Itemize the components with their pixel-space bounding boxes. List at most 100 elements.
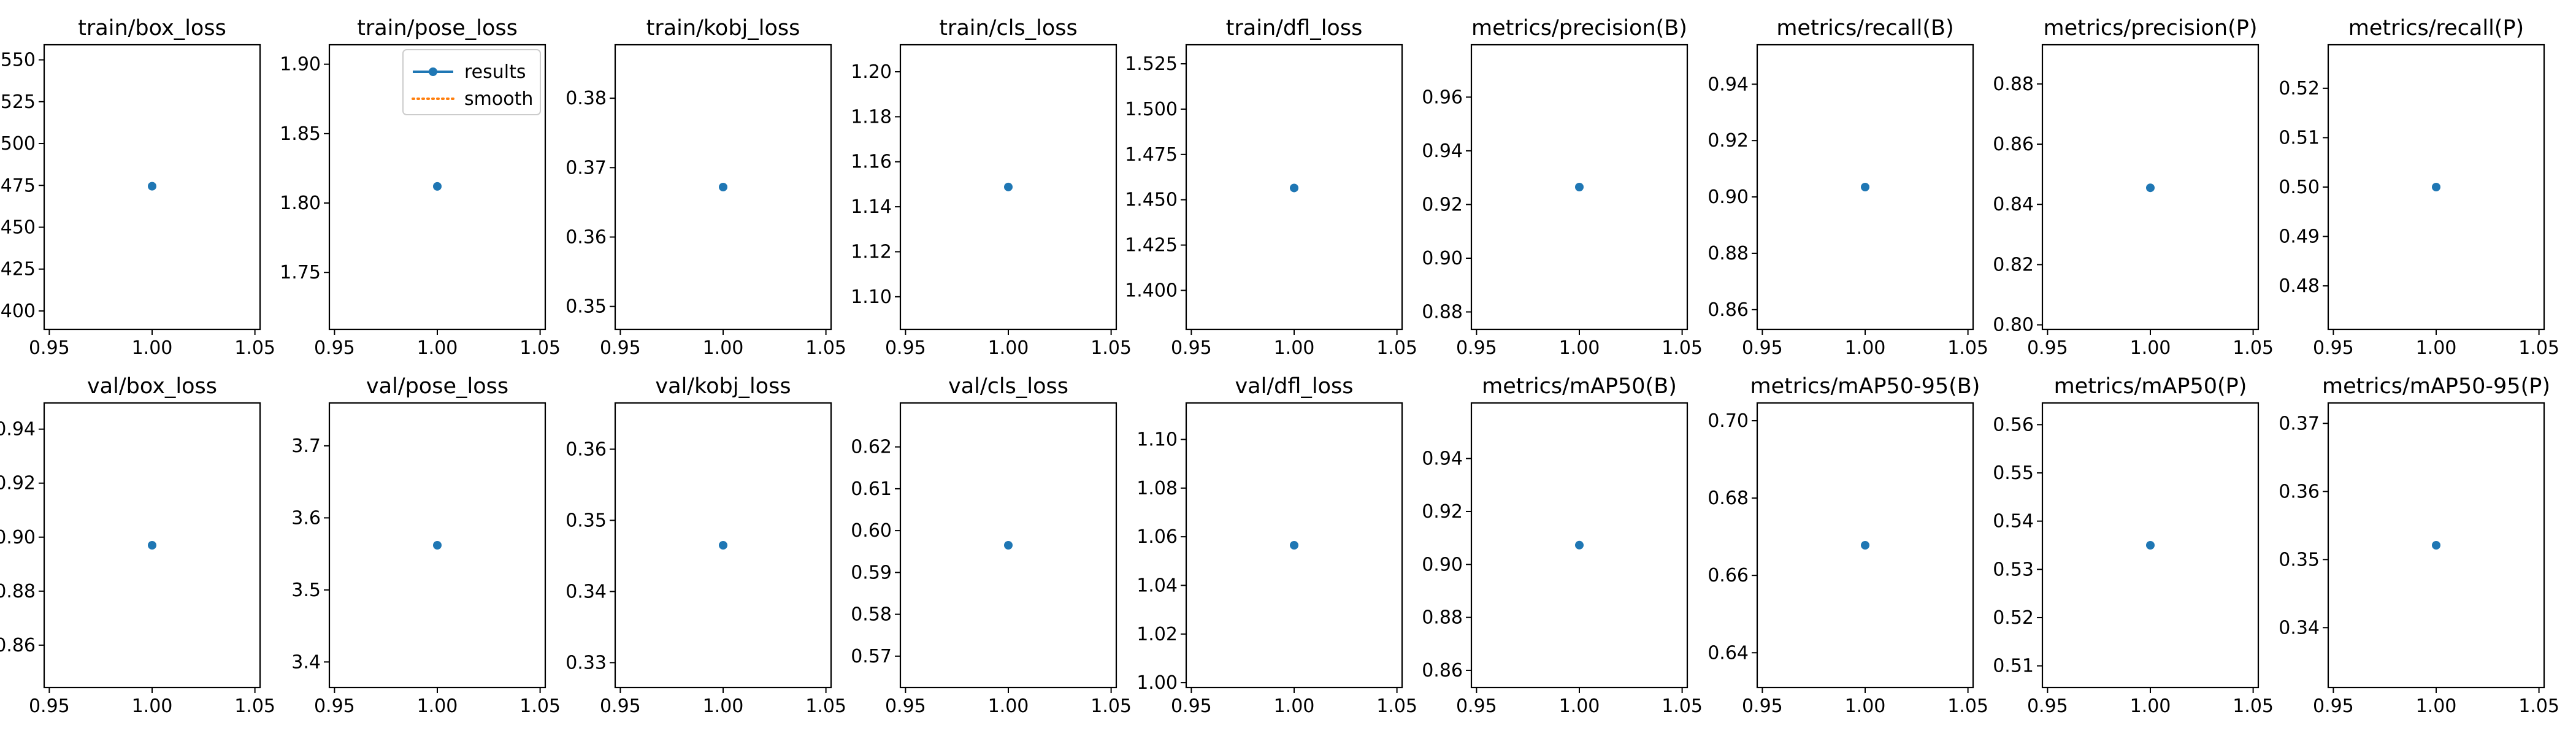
x-tick-label: 1.00	[703, 337, 744, 359]
y-tick-label: 0.52	[1993, 607, 2034, 629]
data-point-results	[1575, 183, 1584, 191]
x-tick-label: 1.00	[988, 337, 1029, 359]
x-tick-label: 0.95	[1456, 337, 1497, 359]
x-tick-label: 0.95	[885, 696, 926, 717]
x-tick-label: 1.05	[519, 337, 561, 359]
subplot-metrics-recall-p: metrics/recall(P) 0.95 1.00 1.05 0.48 0.49 0.5…	[2279, 16, 2559, 359]
x-tick-label: 0.95	[314, 337, 355, 359]
x-tick-label: 1.00	[2416, 337, 2457, 359]
subplot-metrics-map50-p: metrics/mAP50(P) 0.95 1.00 1.05 0.51 0.52 0.53…	[1993, 374, 2274, 717]
x-tick-label: 0.95	[2313, 696, 2354, 717]
x-tick-label: 1.05	[1091, 337, 1132, 359]
y-tick-label: 0.84	[1993, 194, 2034, 215]
x-tick-label: 1.00	[2130, 696, 2171, 717]
data-point-results	[1290, 541, 1298, 550]
y-tick-label: 0.57	[851, 646, 892, 667]
subplot-title: metrics/mAP50(P)	[2054, 374, 2247, 399]
y-tick-label: 0.48	[2279, 275, 2320, 297]
y-tick-label: 0.50	[2279, 177, 2320, 198]
y-tick-label: 1.475	[1125, 144, 1178, 166]
y-tick-label: 1.75	[280, 262, 321, 283]
x-tick-label: 1.05	[519, 696, 561, 717]
y-tick-label: 0.34	[565, 581, 607, 602]
y-tick-label: 0.90	[1422, 554, 1463, 575]
y-tick-label: 0.68	[1708, 488, 1749, 509]
y-tick-label: 0.80	[1993, 315, 2034, 336]
data-point-results	[148, 541, 156, 550]
y-tick-label: 0.53	[1993, 559, 2034, 580]
subplot-title: val/pose_loss	[366, 374, 508, 399]
data-point-results	[433, 182, 442, 191]
subplot-title: metrics/mAP50-95(B)	[1750, 374, 1980, 399]
data-point-results	[1575, 540, 1584, 550]
x-tick-label: 1.05	[1947, 696, 1988, 717]
x-tick-label: 1.00	[988, 696, 1029, 717]
x-tick-label: 1.05	[1947, 337, 1988, 359]
x-tick-label: 1.00	[417, 337, 458, 359]
legend-label-smooth: smooth	[464, 88, 533, 110]
x-tick-label: 0.95	[1742, 696, 1783, 717]
y-tick-label: 1.500	[0, 133, 36, 155]
subplot-metrics-precision-b: metrics/precision(B) 0.95 1.00 1.05 0.88 0.90…	[1422, 16, 1703, 359]
x-tick-label: 0.95	[29, 696, 70, 717]
y-tick-label: 0.90	[0, 527, 36, 548]
y-tick-label: 0.64	[1708, 642, 1749, 664]
x-tick-label: 1.05	[2233, 696, 2274, 717]
x-tick-label: 1.05	[234, 337, 275, 359]
x-tick-label: 1.00	[1845, 337, 1886, 359]
x-tick-label: 1.05	[2518, 696, 2559, 717]
x-tick-label: 1.00	[2130, 337, 2171, 359]
data-point-results	[1861, 183, 1869, 191]
y-tick-label: 0.37	[565, 157, 607, 178]
subplot-val-cls-loss: val/cls_loss 0.95 1.00 1.05 0.57 0.58 0.59 0.60…	[851, 374, 1132, 717]
x-tick-label: 0.95	[1742, 337, 1783, 359]
x-tick-label: 1.05	[2233, 337, 2274, 359]
y-tick-label: 0.35	[2279, 549, 2320, 570]
subplot-train-kobj-loss: train/kobj_loss 0.95 1.00 1.05 0.35 0.36 0.37 0…	[565, 16, 846, 359]
y-tick-label: 1.00	[1137, 672, 1178, 694]
y-tick-label: 1.12	[851, 241, 892, 263]
legend-marker-results	[429, 67, 437, 76]
y-tick-label: 0.90	[1708, 186, 1749, 208]
y-tick-label: 1.85	[280, 123, 321, 145]
y-tick-label: 0.36	[2279, 481, 2320, 502]
data-point-results	[2432, 183, 2440, 191]
y-tick-label: 0.86	[1422, 660, 1463, 681]
subplot-metrics-precision-p: metrics/precision(P) 0.95 1.00 1.05 0.80 0.82…	[1993, 16, 2274, 359]
y-tick-label: 0.60	[851, 520, 892, 542]
x-tick-label: 0.95	[2027, 337, 2068, 359]
y-tick-label: 1.450	[1125, 190, 1178, 211]
y-tick-label: 1.425	[0, 259, 36, 280]
subplot-val-kobj-loss: val/kobj_loss 0.95 1.00 1.05 0.33 0.34 0.35 0.3…	[565, 374, 846, 717]
y-tick-label: 0.92	[1708, 130, 1749, 151]
y-tick-label: 0.94	[0, 419, 36, 440]
y-tick-label: 1.20	[851, 61, 892, 83]
y-tick-label: 0.92	[0, 473, 36, 494]
y-tick-label: 3.7	[291, 435, 321, 457]
y-tick-label: 0.54	[1993, 511, 2034, 532]
x-tick-label: 1.00	[132, 696, 173, 717]
subplot-title: metrics/recall(B)	[1776, 16, 1953, 40]
x-tick-label: 0.95	[2313, 337, 2354, 359]
data-point-results	[1290, 183, 1298, 193]
y-tick-label: 1.06	[1137, 526, 1178, 548]
y-tick-label: 0.82	[1993, 254, 2034, 275]
x-tick-label: 0.95	[1171, 337, 1212, 359]
data-point-results	[1861, 541, 1869, 550]
x-tick-label: 1.05	[1662, 337, 1703, 359]
y-tick-label: 0.86	[1993, 134, 2034, 155]
x-tick-label: 0.95	[600, 696, 641, 717]
y-tick-label: 0.58	[851, 604, 892, 626]
data-point-results	[1004, 182, 1013, 191]
y-tick-label: 0.88	[0, 581, 36, 602]
x-tick-label: 1.05	[1376, 337, 1417, 359]
y-tick-label: 0.66	[1708, 565, 1749, 586]
subplot-title: train/box_loss	[78, 16, 226, 40]
x-tick-label: 0.95	[1456, 696, 1497, 717]
y-tick-label: 1.14	[851, 196, 892, 218]
data-point-results	[148, 182, 156, 191]
y-tick-label: 0.35	[565, 510, 607, 531]
y-tick-label: 0.55	[1993, 462, 2034, 484]
